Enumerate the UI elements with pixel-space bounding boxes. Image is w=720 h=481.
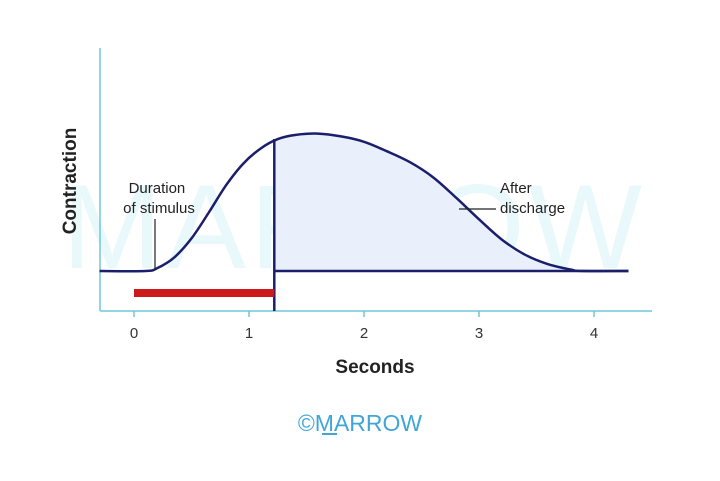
x-tick-label: 3 — [475, 325, 483, 342]
marrow-logo: ©MARROW — [298, 410, 423, 436]
contraction-curve — [99, 132, 629, 273]
annotation-line: of stimulus — [123, 200, 195, 217]
x-axis-title: Seconds — [335, 357, 414, 378]
x-tick-label: 2 — [360, 325, 368, 342]
x-tick-label: 1 — [245, 325, 253, 342]
y-axis-title: Contraction — [60, 128, 81, 235]
annotation-line: After — [500, 180, 532, 197]
annotation-line: discharge — [500, 200, 565, 217]
annotation-duration-of-stimulus: Duration of stimulus — [123, 180, 195, 217]
annotation-line: Duration — [129, 180, 186, 197]
x-tick-label: 0 — [130, 325, 138, 342]
after-discharge-shaded-area — [274, 133, 629, 271]
x-tick-label: 4 — [590, 325, 598, 342]
stimulus-bar — [134, 289, 275, 297]
annotation-after-discharge: After discharge — [500, 180, 565, 217]
